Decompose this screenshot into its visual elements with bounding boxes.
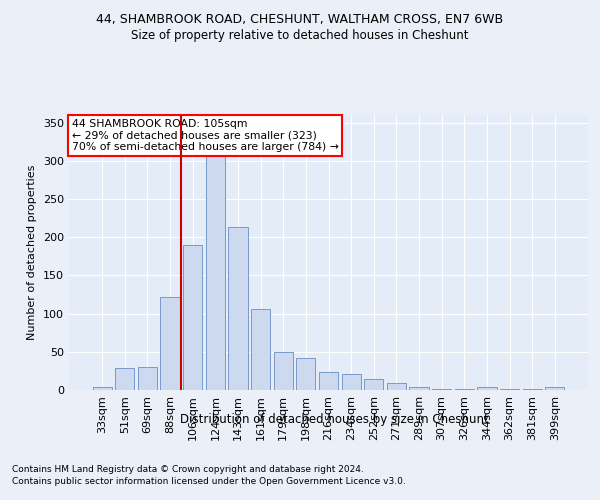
Bar <box>409 387 428 390</box>
Y-axis label: Number of detached properties: Number of detached properties <box>28 165 37 340</box>
Bar <box>545 387 565 390</box>
Bar <box>364 380 383 390</box>
Bar <box>229 228 248 390</box>
Bar <box>92 387 112 390</box>
Bar <box>455 389 474 390</box>
Text: 44 SHAMBROOK ROAD: 105sqm
← 29% of detached houses are smaller (323)
70% of semi: 44 SHAMBROOK ROAD: 105sqm ← 29% of detac… <box>71 119 338 152</box>
Text: Distribution of detached houses by size in Cheshunt: Distribution of detached houses by size … <box>181 412 489 426</box>
Bar <box>115 368 134 390</box>
Bar <box>341 374 361 390</box>
Bar <box>319 372 338 390</box>
Bar <box>251 309 270 390</box>
Bar <box>206 142 225 390</box>
Bar <box>387 383 406 390</box>
Bar <box>523 389 542 390</box>
Bar <box>500 389 519 390</box>
Bar <box>183 245 202 390</box>
Bar <box>160 297 180 390</box>
Bar <box>274 352 293 390</box>
Bar <box>477 387 497 390</box>
Text: Size of property relative to detached houses in Cheshunt: Size of property relative to detached ho… <box>131 29 469 42</box>
Bar <box>432 389 451 390</box>
Bar <box>296 358 316 390</box>
Text: 44, SHAMBROOK ROAD, CHESHUNT, WALTHAM CROSS, EN7 6WB: 44, SHAMBROOK ROAD, CHESHUNT, WALTHAM CR… <box>97 12 503 26</box>
Text: Contains public sector information licensed under the Open Government Licence v3: Contains public sector information licen… <box>12 478 406 486</box>
Bar <box>138 367 157 390</box>
Text: Contains HM Land Registry data © Crown copyright and database right 2024.: Contains HM Land Registry data © Crown c… <box>12 465 364 474</box>
